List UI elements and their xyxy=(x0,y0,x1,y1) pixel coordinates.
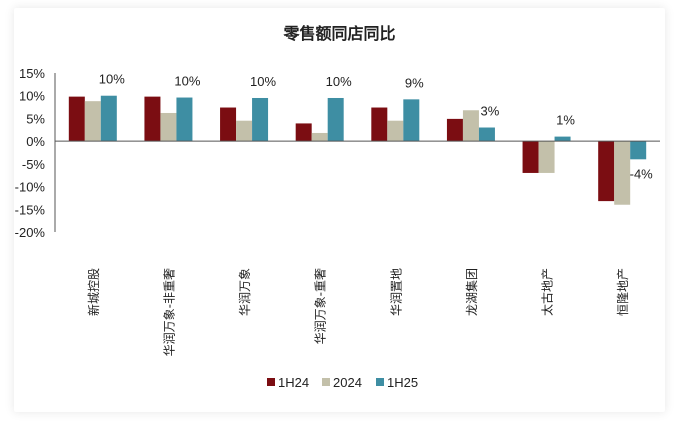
bar-2024 xyxy=(84,101,101,142)
y-tick-label: -5% xyxy=(22,157,46,172)
x-category-label: 华润置地 xyxy=(389,268,403,316)
data-label: -4% xyxy=(630,166,654,181)
legend-label-1h25: 1H25 xyxy=(387,375,418,390)
x-category-label: 恒隆地产 xyxy=(615,268,630,316)
data-label: 10% xyxy=(250,74,276,89)
bar-1h25 xyxy=(100,95,117,142)
data-label: 10% xyxy=(99,72,125,87)
legend-label-2024: 2024 xyxy=(333,375,362,390)
legend-swatch-2024 xyxy=(322,378,330,386)
x-category-label: 华润万象-重奢 xyxy=(314,268,328,344)
bar-2024 xyxy=(160,112,177,142)
bar-2024 xyxy=(462,110,479,142)
x-category-label: 新城控股 xyxy=(86,268,101,316)
y-tick-label: -15% xyxy=(15,202,46,217)
y-tick-label: 10% xyxy=(19,89,45,104)
data-label: 10% xyxy=(174,74,200,89)
data-label: 9% xyxy=(405,75,424,90)
bar-1h24 xyxy=(371,107,388,142)
chart-card xyxy=(14,8,665,412)
legend-label-1h24: 1H24 xyxy=(278,375,309,390)
bar-1h24 xyxy=(446,118,463,142)
y-tick-label: 5% xyxy=(26,111,45,126)
bar-1h24 xyxy=(522,141,539,173)
bar-1h25 xyxy=(630,141,647,160)
x-category-label: 华润万象-非重奢 xyxy=(162,268,176,356)
x-category-label: 太古地产 xyxy=(540,268,555,316)
bar-1h24 xyxy=(220,107,237,142)
bar-2024 xyxy=(614,141,631,205)
bar-1h25 xyxy=(478,127,495,142)
bar-1h24 xyxy=(295,123,312,142)
y-tick-label: 15% xyxy=(19,66,45,81)
x-category-label: 龙湖集团 xyxy=(464,268,479,316)
data-label: 1% xyxy=(556,113,575,128)
bar-1h24 xyxy=(144,96,161,142)
data-label: 10% xyxy=(326,74,352,89)
bar-1h25 xyxy=(554,136,571,142)
y-tick-label: -10% xyxy=(15,180,46,195)
bar-2024 xyxy=(387,120,404,142)
chart-title: 零售额同店同比 xyxy=(283,24,396,43)
y-tick-label: -20% xyxy=(15,225,46,240)
bar-2024 xyxy=(236,120,253,142)
bar-2024 xyxy=(538,141,555,173)
bar-1h25 xyxy=(176,97,193,142)
data-label: 3% xyxy=(481,104,500,119)
legend-swatch-1h24 xyxy=(267,378,275,386)
bar-1h25 xyxy=(403,99,420,142)
bar-1h25 xyxy=(327,97,344,142)
y-tick-label: 0% xyxy=(26,134,45,149)
bar-1h25 xyxy=(252,97,269,142)
bar-1h24 xyxy=(68,96,85,142)
bar-1h24 xyxy=(598,141,615,202)
x-category-label: 华润万象 xyxy=(238,268,252,316)
bar-2024 xyxy=(311,132,328,142)
legend-swatch-1h25 xyxy=(376,378,384,386)
